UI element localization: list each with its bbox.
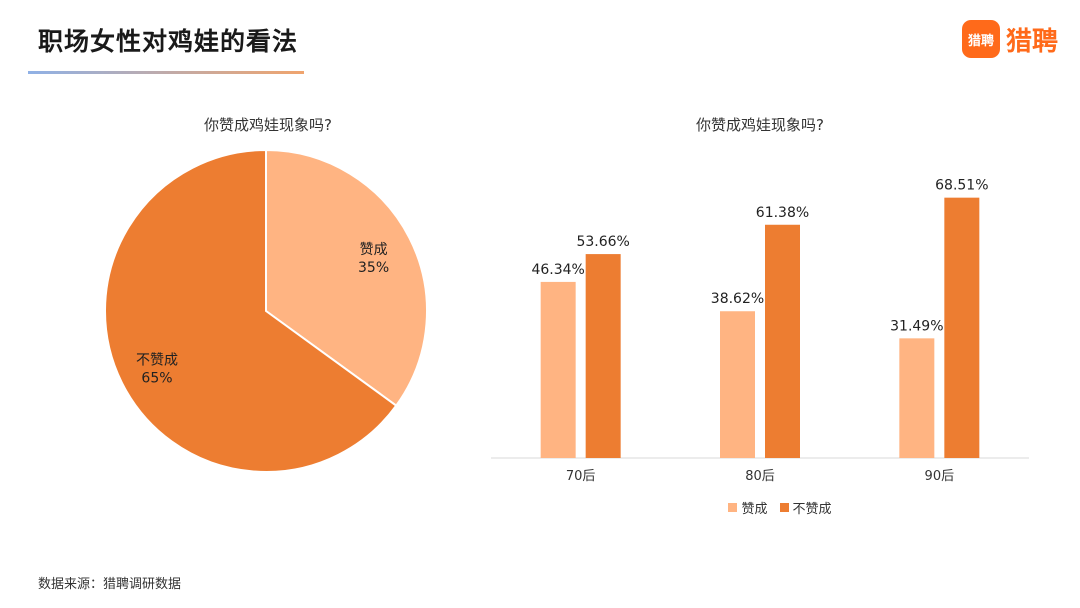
brand-logo: 猎聘 猎聘 [961, 20, 1058, 58]
pie-value-label-0: 35% [358, 260, 389, 276]
bar-80后-1 [765, 224, 800, 458]
pie-value-label-1: 65% [141, 371, 172, 387]
bar-80后-0 [720, 311, 755, 458]
legend-item-disapprove: 不赞成 [779, 498, 832, 517]
logo-text: 猎聘 [1005, 26, 1058, 57]
pie-slice-1 [104, 148, 398, 473]
bar-70后-0 [540, 281, 576, 458]
bar-value-label-90后-1: 68.51% [935, 178, 988, 194]
bar-value-label-80后-0: 38.62% [711, 291, 764, 307]
bar-value-label-70后-0: 46.34% [531, 262, 584, 278]
bar-value-label-80后-1: 61.38% [756, 205, 809, 221]
legend-label-approve: 赞成 [741, 502, 768, 517]
legend-swatch-disapprove [779, 503, 789, 512]
title-underline [28, 71, 304, 74]
x-tick-label-0: 70后 [566, 469, 596, 484]
bar-90后-1 [944, 197, 980, 459]
pie-chart-title: 你赞成鸡娃现象吗? [204, 116, 332, 134]
bar-90后-0 [899, 338, 935, 458]
legend-label-disapprove: 不赞成 [792, 502, 832, 517]
legend-item-approve: 赞成 [728, 498, 768, 517]
x-tick-label-1: 80后 [745, 469, 775, 484]
logo-badge-icon: 猎聘 [961, 20, 1000, 58]
pie-label-0: 赞成 [360, 242, 388, 258]
pie-label-1: 不赞成 [136, 353, 178, 369]
bar-value-label-90后-0: 31.49% [890, 318, 943, 334]
bar-value-label-70后-1: 53.66% [576, 234, 629, 250]
x-tick-label-2: 90后 [925, 469, 955, 484]
bar-legend: 赞成 不赞成 [0, 498, 1040, 517]
legend-swatch-approve [728, 503, 738, 512]
bar-70后-1 [585, 254, 621, 458]
data-source-note: 数据来源：猎聘调研数据 [38, 577, 182, 592]
bar-chart-title: 你赞成鸡娃现象吗? [696, 116, 824, 134]
pie-slice-0 [265, 148, 428, 408]
page-title: 职场女性对鸡娃的看法 [38, 27, 299, 56]
